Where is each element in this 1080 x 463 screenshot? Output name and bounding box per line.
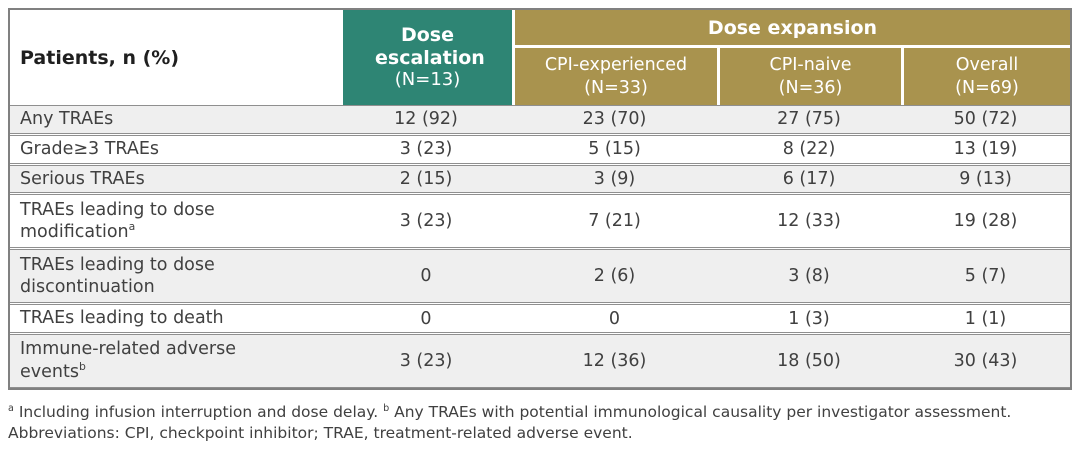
cell-value: 8 (22) <box>782 139 836 160</box>
cell-value: 50 (72) <box>953 109 1018 130</box>
cell-value: 12 (92) <box>394 109 458 130</box>
cell-value: 5 (7) <box>964 266 1007 287</box>
table-row: TRAEs leading to dose modificationa 3 (2… <box>10 194 1070 249</box>
cell-value: 0 <box>420 308 432 329</box>
table: Patients, n (%) Dose escalation (N=13) D… <box>8 8 1072 390</box>
cell-value: 30 (43) <box>953 351 1018 371</box>
cell-value: 2 (6) <box>593 266 636 287</box>
cell-value: 9 (13) <box>959 168 1012 189</box>
dose-escalation-n: (N=13) <box>394 69 461 91</box>
table-row: Serious TRAEs 2 (15) 3 (9) 6 (17) 9 (13) <box>10 164 1070 194</box>
table-header: Patients, n (%) Dose escalation (N=13) D… <box>10 10 1070 105</box>
footnote-b-text: Any TRAEs with potential immunological c… <box>8 403 1012 443</box>
cell-value: 23 (70) <box>582 109 647 130</box>
row-label-superscript: a <box>128 220 136 234</box>
subheader-n: (N=33) <box>584 77 648 98</box>
cell-value: 7 (21) <box>588 211 641 232</box>
corner-header-label: Patients, n (%) <box>20 46 180 69</box>
subheader-overall: Overall (N=69) <box>901 48 1070 105</box>
subheader-label: Overall <box>955 55 1019 76</box>
dose-expansion-title: Dose expansion <box>707 16 878 39</box>
dose-expansion-header: Dose expansion <box>512 10 1070 48</box>
cell-value: 1 (1) <box>964 308 1007 329</box>
row-label: TRAEs leading to death <box>20 308 224 329</box>
cell-value: 0 <box>608 308 621 329</box>
table-row: TRAEs leading to death 0 0 1 (3) 1 (1) <box>10 304 1070 333</box>
table-row: Grade≥3 TRAEs 3 (23) 5 (15) 8 (22) 13 (1… <box>10 134 1070 164</box>
table-body: Any TRAEs 12 (92) 23 (70) 27 (75) 50 (72… <box>10 105 1070 388</box>
cell-value: 27 (75) <box>777 109 841 130</box>
cell-value: 3 (9) <box>593 168 636 189</box>
cell-value: 19 (28) <box>953 211 1018 232</box>
dose-escalation-title: Dose escalation <box>375 24 485 69</box>
table-row: Immune-related adverse eventsb 3 (23) 12… <box>10 334 1070 388</box>
cell-value: 18 (50) <box>777 351 841 371</box>
cell-value: 1 (3) <box>788 308 830 329</box>
cell-value: 3 (23) <box>399 351 453 371</box>
cell-value: 12 (33) <box>777 211 841 232</box>
subheader-n: (N=69) <box>955 77 1019 98</box>
subheader-cpi-naive: CPI-naive (N=36) <box>717 48 901 105</box>
trae-table-figure: Patients, n (%) Dose escalation (N=13) D… <box>8 8 1072 445</box>
footnote-a-text: Including infusion interruption and dose… <box>18 403 379 421</box>
table-row: TRAEs leading to dose discontinuation 0 … <box>10 249 1070 304</box>
subheader-label: CPI-experienced <box>544 55 688 76</box>
corner-header: Patients, n (%) <box>10 10 340 105</box>
cell-value: 3 (8) <box>788 266 830 287</box>
subheader-label: CPI-naive <box>769 55 852 76</box>
cell-value: 6 (17) <box>782 168 836 189</box>
row-label: Grade≥3 TRAEs <box>20 138 160 159</box>
cell-value: 2 (15) <box>399 168 453 189</box>
dose-escalation-header: Dose escalation (N=13) <box>340 10 512 105</box>
row-label: TRAEs leading to dose modificationa <box>20 199 215 243</box>
table-row: Any TRAEs 12 (92) 23 (70) 27 (75) 50 (72… <box>10 105 1070 134</box>
row-label: Immune-related adverse eventsb <box>20 339 237 382</box>
row-label: TRAEs leading to dose discontinuation <box>20 254 215 298</box>
row-label: Serious TRAEs <box>20 168 145 189</box>
subheader-cpi-experienced: CPI-experienced (N=33) <box>512 48 717 105</box>
cell-value: 3 (23) <box>399 139 453 160</box>
footnote-b-marker: b <box>383 402 390 414</box>
cell-value: 13 (19) <box>953 139 1018 160</box>
footnote: a Including infusion interruption and do… <box>8 402 1066 445</box>
cell-value: 0 <box>420 266 432 287</box>
subheader-n: (N=36) <box>778 77 843 98</box>
footnote-a-marker: a <box>8 402 14 414</box>
row-label-superscript: b <box>78 360 86 374</box>
cell-value: 3 (23) <box>399 211 453 232</box>
row-label: Any TRAEs <box>20 109 114 129</box>
cell-value: 12 (36) <box>582 351 647 371</box>
cell-value: 5 (15) <box>588 139 641 160</box>
